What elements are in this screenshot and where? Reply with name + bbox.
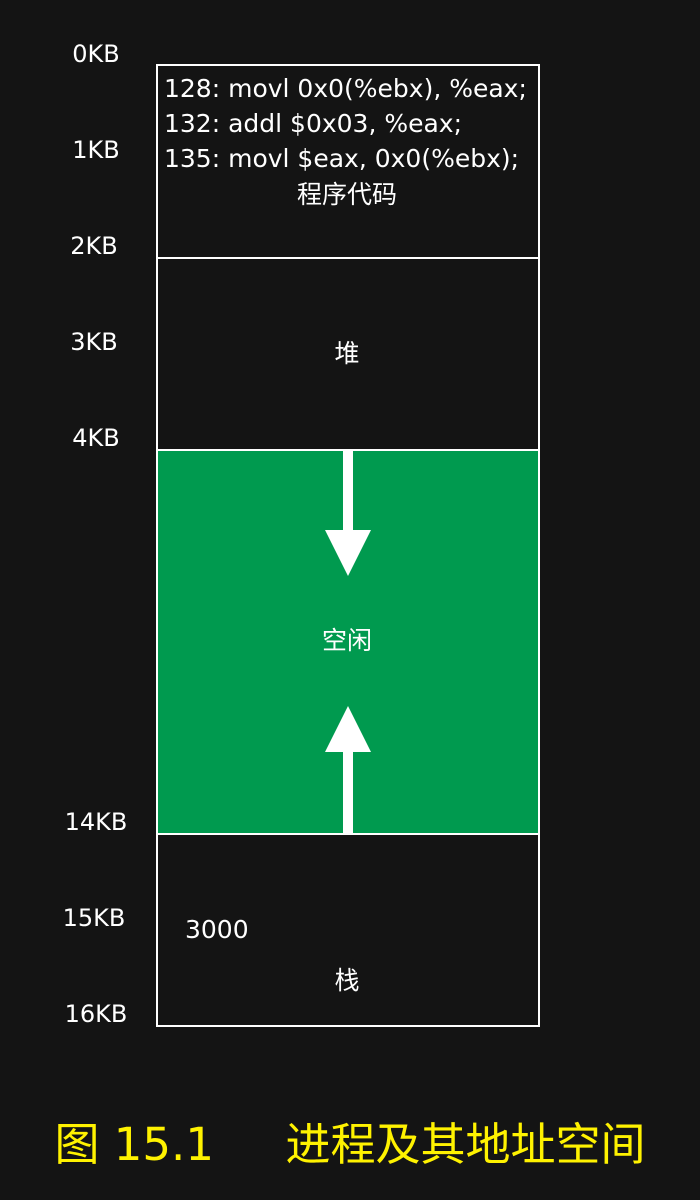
address-label-14kb: 14KB: [64, 808, 128, 836]
code-line-128: 128: movl 0x0(%ebx), %eax;: [164, 74, 527, 103]
stack-value: 3000: [185, 915, 249, 944]
address-label-4kb: 4KB: [72, 424, 120, 452]
address-label-0kb: 0KB: [72, 40, 120, 68]
stack-growth-arrow-icon: [325, 706, 371, 752]
figure-caption: 图 15.1 进程及其地址空间: [54, 1118, 646, 1171]
address-label-1kb: 1KB: [72, 136, 120, 164]
address-label-3kb: 3KB: [70, 328, 118, 356]
code-segment: [156, 64, 540, 259]
heap-segment: [156, 257, 540, 451]
stack-segment-label: 栈: [334, 966, 360, 995]
heap-segment-label: 堆: [334, 339, 360, 368]
stack-growth-arrow-shaft: [343, 748, 353, 833]
address-label-2kb: 2KB: [70, 232, 118, 260]
code-line-135: 135: movl $eax, 0x0(%ebx);: [164, 144, 520, 173]
heap-growth-arrow-icon: [325, 530, 371, 576]
address-label-15kb: 15KB: [62, 904, 126, 932]
code-line-132: 132: addl $0x03, %eax;: [164, 109, 463, 138]
code-segment-label: 程序代码: [296, 180, 397, 209]
heap-growth-arrow-shaft: [343, 451, 353, 535]
address-label-16kb: 16KB: [64, 1000, 128, 1028]
stack-segment: [156, 833, 540, 1027]
free-space-label: 空闲: [321, 626, 372, 655]
